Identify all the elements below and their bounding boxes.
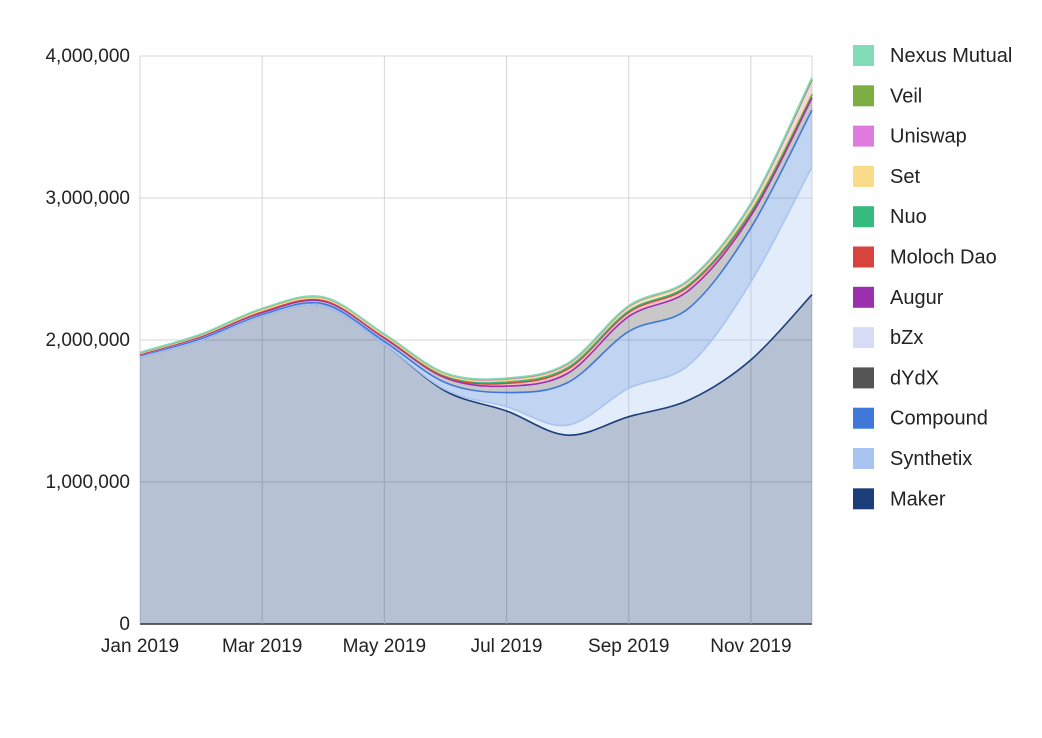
line-moloch-dao (139, 94, 813, 385)
legend-label-veil: Veil (890, 85, 922, 107)
legend-swatch-uniswap (853, 125, 874, 147)
y-tick-label: 4,000,000 (45, 46, 130, 67)
legend-label-bzx: bZx (890, 327, 923, 349)
x-tick-label: Mar 2019 (222, 636, 302, 657)
legend-label-compound: Compound (890, 408, 988, 430)
series-lines (139, 76, 813, 436)
legend-swatch-compound (853, 407, 874, 429)
line-set (139, 91, 813, 383)
legend-swatch-set (853, 165, 874, 187)
legend-swatch-nexus-mutual (853, 45, 874, 66)
y-tick-label: 2,000,000 (45, 330, 130, 351)
legend-swatch-augur (853, 286, 874, 308)
x-tick-label: Jan 2019 (101, 636, 179, 657)
legend-label-moloch-dao: Moloch Dao (890, 247, 997, 269)
axes: 4,000,000 3,000,000 2,000,000 1,000,000 0Jan… (45, 46, 791, 657)
legend-label-maker: Maker (890, 488, 946, 510)
legend-label-dydx: dYdX (890, 367, 939, 389)
legend-label-uniswap: Uniswap (890, 126, 967, 148)
legend-swatch-dydx (853, 367, 874, 389)
legend-swatch-nuo (853, 206, 874, 228)
legend-swatch-moloch-dao (853, 246, 874, 268)
legend-swatch-veil (853, 85, 874, 107)
legend-label-nuo: Nuo (890, 206, 927, 228)
x-tick-label: Nov 2019 (710, 636, 791, 657)
line-synthetix (139, 166, 813, 427)
grid-lines (139, 55, 813, 625)
y-tick-label: 0 (119, 614, 130, 635)
line-augur (139, 97, 813, 388)
area-compound (140, 109, 812, 426)
x-tick-label: Sep 2019 (588, 636, 669, 657)
line-compound (139, 109, 813, 394)
line-nexus-mutual (139, 76, 813, 380)
legend-label-set: Set (890, 166, 920, 188)
legend-label-nexus-mutual: Nexus Mutual (890, 45, 1012, 67)
legend-label-augur: Augur (890, 287, 944, 309)
x-tick-label: May 2019 (343, 636, 426, 657)
legend-swatch-maker (853, 488, 874, 510)
legend-swatch-synthetix (853, 448, 874, 469)
area-maker (140, 294, 812, 624)
area-dydx (140, 98, 812, 393)
legend: Nexus Mutual Veil Uniswap Set Nuo Moloch Dao A… (853, 45, 1012, 510)
legend-label-synthetix: Synthetix (890, 448, 972, 470)
series-areas (140, 77, 812, 624)
x-tick-label: Jul 2019 (471, 636, 543, 657)
legend-swatch-bzx (853, 327, 874, 349)
y-tick-label: 1,000,000 (45, 472, 130, 493)
y-tick-label: 3,000,000 (45, 188, 130, 209)
